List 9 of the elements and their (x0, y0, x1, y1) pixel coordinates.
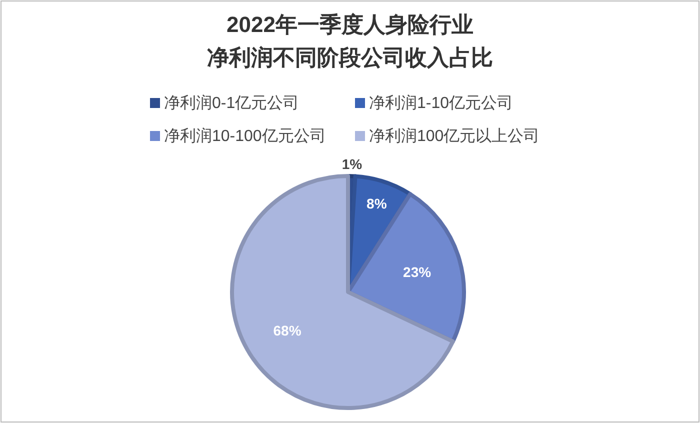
legend-label: 净利润1-10亿元公司 (369, 94, 514, 112)
legend-label: 净利润10-100亿元公司 (164, 127, 326, 145)
legend-label: 净利润100亿元以上公司 (369, 127, 540, 145)
data-label: 23% (403, 264, 432, 280)
data-label: 1% (342, 156, 363, 172)
data-label: 68% (273, 322, 302, 339)
chart-title: 2022年一季度人身险行业净利润不同阶段公司收入占比 (207, 12, 493, 70)
legend-label: 净利润0-1亿元公司 (164, 94, 300, 112)
data-label: 8% (366, 196, 388, 212)
